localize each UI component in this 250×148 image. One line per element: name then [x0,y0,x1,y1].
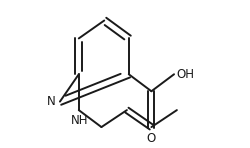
Text: N: N [47,95,56,108]
Text: OH: OH [177,68,195,81]
Text: O: O [147,132,156,145]
Text: NH: NH [71,114,88,127]
